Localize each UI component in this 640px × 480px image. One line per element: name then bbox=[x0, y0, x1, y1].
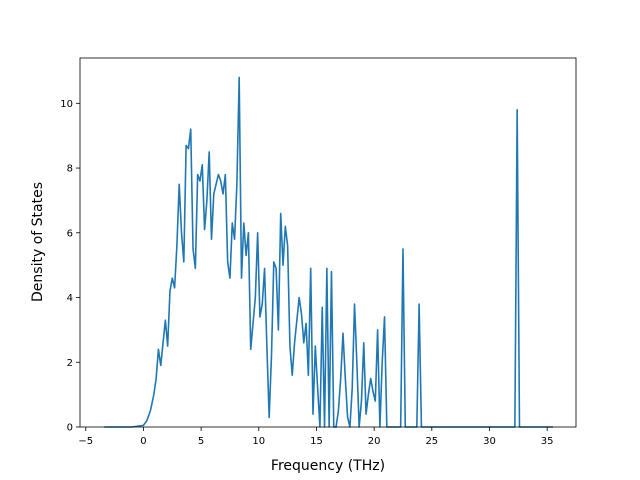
y-axis-ticks: 0 2 4 6 8 10 bbox=[60, 99, 80, 434]
y-tick-label: 6 bbox=[67, 228, 73, 239]
y-tick-label: 4 bbox=[67, 293, 73, 304]
y-tick-label: 0 bbox=[67, 423, 73, 434]
y-axis-label: Density of States bbox=[30, 182, 46, 302]
axes-frame bbox=[79, 57, 577, 428]
x-tick-label: 20 bbox=[368, 436, 381, 447]
x-tick-label: 10 bbox=[252, 436, 265, 447]
x-axis-label: Frequency (THz) bbox=[271, 458, 385, 474]
x-tick-label: −5 bbox=[78, 436, 93, 447]
x-tick-label: 25 bbox=[425, 436, 438, 447]
x-tick-label: 5 bbox=[198, 436, 204, 447]
x-tick-label: 35 bbox=[541, 436, 554, 447]
x-tick-label: 0 bbox=[140, 436, 146, 447]
y-tick-label: 10 bbox=[60, 99, 73, 110]
x-tick-label: 30 bbox=[483, 436, 496, 447]
y-tick-label: 8 bbox=[67, 164, 73, 175]
x-tick-label: 15 bbox=[310, 436, 323, 447]
y-tick-label: 2 bbox=[67, 358, 73, 369]
dos-line bbox=[104, 76, 553, 428]
x-axis-ticks: −5 0 5 10 15 20 25 30 35 bbox=[78, 427, 554, 447]
plot-area bbox=[79, 57, 577, 428]
